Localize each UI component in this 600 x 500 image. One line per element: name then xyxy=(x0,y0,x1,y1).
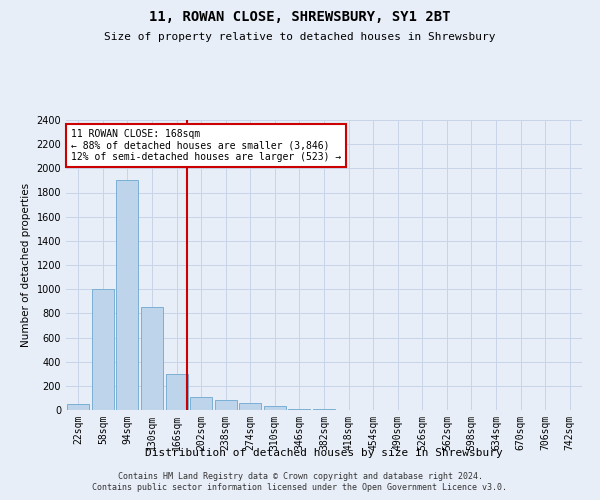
Bar xyxy=(215,400,237,410)
Y-axis label: Number of detached properties: Number of detached properties xyxy=(21,183,31,347)
Text: 11, ROWAN CLOSE, SHREWSBURY, SY1 2BT: 11, ROWAN CLOSE, SHREWSBURY, SY1 2BT xyxy=(149,10,451,24)
Bar xyxy=(92,289,114,410)
Bar xyxy=(289,409,310,410)
Bar xyxy=(141,308,163,410)
Text: 11 ROWAN CLOSE: 168sqm
← 88% of detached houses are smaller (3,846)
12% of semi-: 11 ROWAN CLOSE: 168sqm ← 88% of detached… xyxy=(71,128,341,162)
Bar xyxy=(67,404,89,410)
Bar xyxy=(264,406,286,410)
Text: Distribution of detached houses by size in Shrewsbury: Distribution of detached houses by size … xyxy=(145,448,503,458)
Text: Size of property relative to detached houses in Shrewsbury: Size of property relative to detached ho… xyxy=(104,32,496,42)
Bar xyxy=(190,396,212,410)
Text: Contains HM Land Registry data © Crown copyright and database right 2024.: Contains HM Land Registry data © Crown c… xyxy=(118,472,482,481)
Bar xyxy=(166,374,188,410)
Bar xyxy=(116,180,139,410)
Bar xyxy=(239,404,262,410)
Text: Contains public sector information licensed under the Open Government Licence v3: Contains public sector information licen… xyxy=(92,484,508,492)
